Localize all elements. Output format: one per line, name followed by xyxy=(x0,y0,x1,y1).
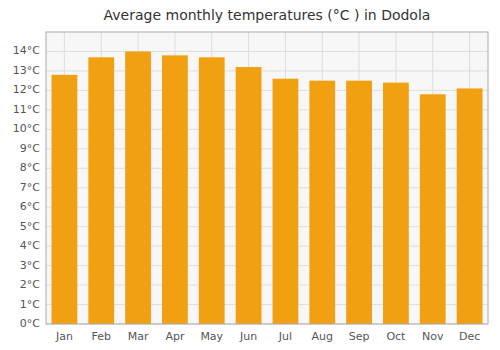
y-tick-label: 8°C xyxy=(20,161,40,174)
chart: 0°C 1°C 2°C 3°C 4°C 5°C 6°C 7°C 8°C 9°C 10°C 11°C 12… xyxy=(0,0,500,350)
bar xyxy=(457,88,483,324)
x-tick-label: Dec xyxy=(459,330,480,343)
y-tick-label: 2°C xyxy=(20,278,40,291)
x-tick-label: Feb xyxy=(92,330,111,343)
x-tick-label: May xyxy=(200,330,223,343)
y-tick-label: 10°C xyxy=(13,122,40,135)
plot-frame xyxy=(46,32,488,324)
bar xyxy=(309,81,335,324)
x-tick-label: Jul xyxy=(278,330,292,343)
bar xyxy=(383,83,409,324)
plot-background xyxy=(46,32,488,324)
y-grid-line xyxy=(46,51,488,52)
bar xyxy=(52,75,78,324)
title: Average monthly temperatures (°C ) in Do… xyxy=(104,7,431,23)
bar xyxy=(236,67,262,324)
x-tick-label: Jun xyxy=(239,330,257,343)
grid xyxy=(46,32,488,324)
bar xyxy=(88,57,114,324)
y-tick-label: 4°C xyxy=(20,239,40,252)
y-tick-label: 13°C xyxy=(13,64,40,77)
x-tick-label: Oct xyxy=(386,330,406,343)
bars xyxy=(52,51,483,324)
x-tick-label: Aug xyxy=(312,330,333,343)
bar xyxy=(162,55,188,324)
y-tick-label: 5°C xyxy=(20,220,40,233)
y-tick-label: 0°C xyxy=(20,317,40,330)
axes: 0°C 1°C 2°C 3°C 4°C 5°C 6°C 7°C 8°C 9°C 10°C 11°C 12… xyxy=(13,44,480,343)
page: {"chart_data": {"type": "bar", "title": … xyxy=(0,0,500,350)
y-tick-label: 3°C xyxy=(20,259,40,272)
y-tick-label: 12°C xyxy=(13,83,40,96)
y-tick-label: 11°C xyxy=(13,103,40,116)
y-tick-label: 9°C xyxy=(20,142,40,155)
y-tick-label: 1°C xyxy=(20,298,40,311)
bar xyxy=(125,51,151,324)
bar xyxy=(199,57,225,324)
bar xyxy=(346,81,372,324)
x-tick-label: Mar xyxy=(128,330,149,343)
y-tick-label: 14°C xyxy=(13,44,40,57)
bar xyxy=(420,94,446,324)
x-tick-label: Jan xyxy=(55,330,73,343)
x-tick-label: Nov xyxy=(422,330,444,343)
x-tick-label: Sep xyxy=(349,330,370,343)
y-tick-label: 6°C xyxy=(20,200,40,213)
bar xyxy=(273,79,299,324)
x-tick-label: Apr xyxy=(165,330,185,343)
y-tick-label: 7°C xyxy=(20,181,40,194)
